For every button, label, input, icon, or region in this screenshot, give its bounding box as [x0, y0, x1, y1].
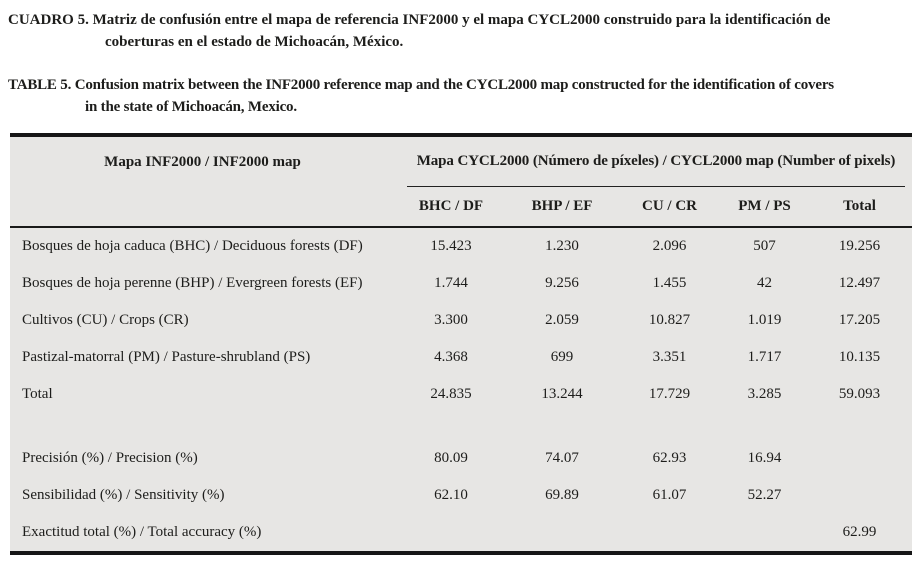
- cell-value: 13.244: [541, 386, 583, 402]
- cell-value: 1.455: [652, 275, 687, 291]
- cell-value: 12.497: [838, 275, 881, 291]
- row-label: Bosques de hoja perenne (BHP) / Evergree…: [22, 275, 363, 291]
- cell-value: 2.096: [652, 238, 687, 254]
- header-spacer-cell: [10, 187, 395, 226]
- row-label: Exactitud total (%) / Total accuracy (%): [22, 524, 262, 540]
- caption-english-text2: in the state of Michoacán, Mexico.: [85, 99, 297, 115]
- cell-value: 59.093: [838, 386, 881, 402]
- column-header-pm-ps: PM / PS: [738, 198, 791, 214]
- cell-value: 19.256: [838, 238, 881, 254]
- table-row-bhc: Bosques de hoja caduca (BHC) / Deciduous…: [10, 228, 912, 265]
- table-row-total-accuracy: Exactitud total (%) / Total accuracy (%)…: [10, 514, 912, 551]
- caption-spanish: CUADRO 5. Matriz de confusión entre el m…: [0, 0, 923, 53]
- cell-value: [722, 514, 807, 551]
- cell-value: 52.27: [747, 487, 782, 503]
- table-spacer: [10, 413, 912, 440]
- row-label: Total: [22, 386, 53, 402]
- cell-value: [807, 440, 912, 477]
- cell-value: 17.205: [838, 312, 881, 328]
- confusion-matrix-table: Mapa INF2000 / INF2000 map Mapa CYCL2000…: [10, 133, 912, 555]
- table-header-columns: BHC / DF BHP / EF CU / CR PM / PS Total: [10, 187, 912, 228]
- caption-english-line1: TABLE 5. Confusion matrix between the IN…: [8, 77, 834, 93]
- cell-value: 24.835: [430, 386, 472, 402]
- table-row-cu: Cultivos (CU) / Crops (CR) 3.300 2.059 1…: [10, 302, 912, 339]
- cell-value: 1.717: [747, 349, 782, 365]
- row-label: Cultivos (CU) / Crops (CR): [22, 312, 189, 328]
- cell-value: 10.827: [648, 312, 691, 328]
- caption-english-label: TABLE 5.: [8, 77, 72, 93]
- row-label: Sensibilidad (%) / Sensitivity (%): [22, 487, 225, 503]
- cell-value: 1.230: [545, 238, 579, 254]
- cell-value: 10.135: [838, 349, 881, 365]
- cell-value: 2.059: [545, 312, 579, 328]
- cell-value: 1.019: [747, 312, 782, 328]
- row-group-header: Mapa INF2000 / INF2000 map: [104, 153, 301, 170]
- row-label: Precisión (%) / Precision (%): [22, 450, 198, 466]
- cell-value: [807, 477, 912, 514]
- table-row-bhp: Bosques de hoja perenne (BHP) / Evergree…: [10, 265, 912, 302]
- row-label: Bosques de hoja caduca (BHC) / Deciduous…: [22, 238, 363, 254]
- cell-value: 62.10: [434, 487, 468, 503]
- caption-spanish-text1: Matriz de confusión entre el mapa de ref…: [92, 12, 831, 28]
- cell-value: 74.07: [545, 450, 579, 466]
- column-group-header: Mapa CYCL2000 (Número de píxeles) / CYCL…: [407, 137, 905, 187]
- cell-value: [507, 514, 617, 551]
- cell-value: 16.94: [747, 450, 782, 466]
- column-header-bhp-ef: BHP / EF: [531, 198, 593, 214]
- table-row-pm: Pastizal-matorral (PM) / Pasture-shrubla…: [10, 339, 912, 376]
- cell-value: 3.351: [652, 349, 687, 365]
- cell-value: 1.744: [434, 275, 468, 291]
- column-header-cu-cr: CU / CR: [642, 198, 697, 214]
- page: CUADRO 5. Matriz de confusión entre el m…: [0, 0, 923, 555]
- cell-value: 699: [550, 349, 574, 365]
- cell-value: 15.423: [430, 238, 472, 254]
- cell-value: 17.729: [648, 386, 691, 402]
- cell-value: [617, 514, 722, 551]
- column-header-bhc-df: BHC / DF: [418, 198, 484, 214]
- cell-value: 507: [753, 238, 776, 254]
- caption-spanish-line1: CUADRO 5. Matriz de confusión entre el m…: [8, 12, 830, 28]
- cell-value: 9.256: [545, 275, 579, 291]
- cell-value: 4.368: [434, 349, 468, 365]
- table-row-sensitivity: Sensibilidad (%) / Sensitivity (%) 62.10…: [10, 477, 912, 514]
- caption-english: TABLE 5. Confusion matrix between the IN…: [0, 53, 923, 118]
- caption-english-text1: Confusion matrix between the INF2000 ref…: [74, 77, 834, 93]
- cell-value: 80.09: [434, 450, 468, 466]
- cell-value: 61.07: [652, 487, 687, 503]
- cell-value: 62.93: [652, 450, 687, 466]
- cell-value: 3.300: [434, 312, 468, 328]
- cell-value: 3.285: [747, 386, 782, 402]
- row-label: Pastizal-matorral (PM) / Pasture-shrubla…: [22, 349, 311, 365]
- cell-value: 42: [757, 275, 772, 291]
- cell-value: 62.99: [842, 524, 877, 540]
- column-header-total: Total: [843, 198, 876, 214]
- cell-value: 69.89: [545, 487, 579, 503]
- caption-spanish-label: CUADRO 5.: [8, 12, 89, 28]
- table-row-precision: Precisión (%) / Precision (%) 80.09 74.0…: [10, 440, 912, 477]
- table-header-top: Mapa INF2000 / INF2000 map Mapa CYCL2000…: [10, 137, 912, 187]
- caption-spanish-text2: coberturas en el estado de Michoacán, Mé…: [105, 34, 404, 50]
- table-row-total: Total 24.835 13.244 17.729 3.285 59.093: [10, 376, 912, 413]
- cell-value: [395, 514, 507, 551]
